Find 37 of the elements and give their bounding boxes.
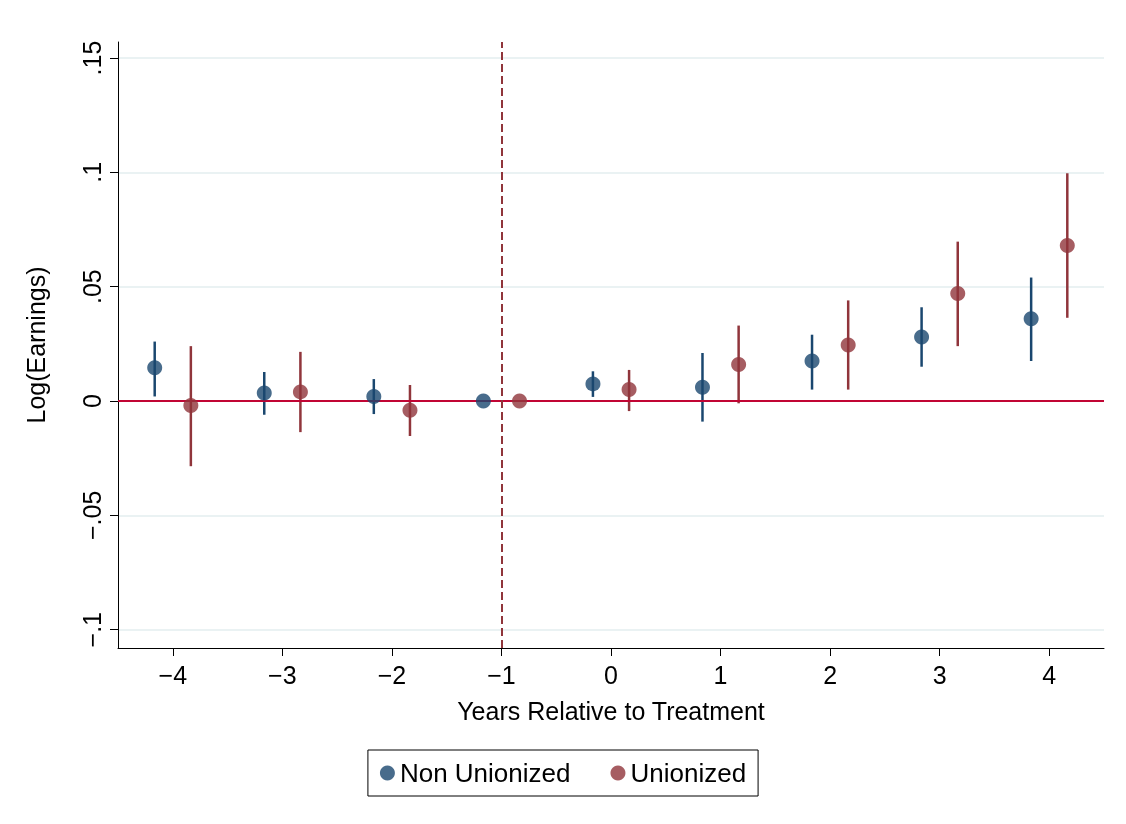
point bbox=[840, 337, 856, 353]
point bbox=[914, 329, 930, 345]
point bbox=[366, 388, 382, 404]
point bbox=[475, 393, 491, 409]
point bbox=[402, 402, 418, 418]
point bbox=[1023, 311, 1039, 327]
y-tick-label: .05 bbox=[77, 269, 106, 305]
point bbox=[804, 353, 820, 369]
point bbox=[1059, 238, 1075, 254]
point bbox=[292, 384, 308, 400]
x-tick-label: −4 bbox=[158, 660, 188, 689]
x-tick-label: 3 bbox=[932, 660, 947, 689]
point bbox=[621, 382, 637, 398]
point bbox=[183, 398, 199, 414]
point bbox=[731, 356, 747, 372]
x-tick-label: −2 bbox=[377, 660, 407, 689]
y-tick-label: −.1 bbox=[77, 611, 106, 648]
legend-label: Non Unionized bbox=[399, 758, 571, 788]
x-tick-label: −3 bbox=[268, 660, 297, 689]
point bbox=[147, 360, 163, 376]
point bbox=[950, 286, 966, 302]
y-tick-label: −.05 bbox=[77, 490, 106, 541]
y-tick-label: .1 bbox=[77, 161, 106, 183]
point bbox=[256, 385, 272, 401]
point bbox=[585, 376, 601, 392]
x-tick-label: −1 bbox=[487, 660, 516, 689]
point bbox=[694, 379, 710, 395]
x-tick-label: 2 bbox=[823, 660, 838, 689]
y-tick-label: 0 bbox=[77, 394, 106, 408]
legend-label: Unionized bbox=[630, 758, 747, 788]
y-axis-title: Log(Earnings) bbox=[21, 266, 50, 424]
x-tick-label: 1 bbox=[713, 660, 728, 689]
x-tick-label: 4 bbox=[1042, 660, 1057, 689]
x-tick-label: 0 bbox=[604, 660, 618, 689]
x-axis-title: Years Relative to Treatment bbox=[457, 696, 765, 725]
point bbox=[512, 393, 528, 409]
y-tick-label: .15 bbox=[77, 40, 106, 76]
